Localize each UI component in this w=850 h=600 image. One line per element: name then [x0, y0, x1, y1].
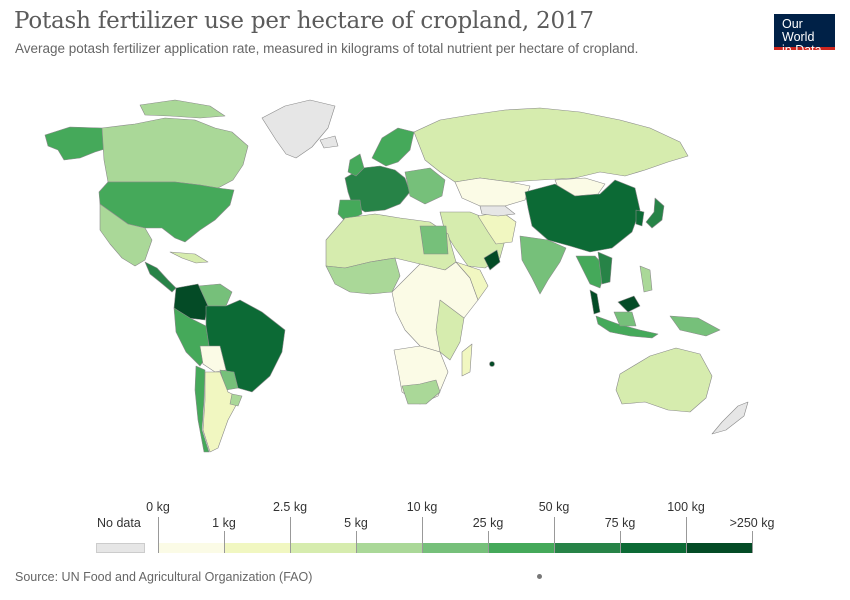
legend-swatch-8[interactable] — [620, 543, 686, 553]
legend-swatch-9[interactable] — [686, 543, 752, 553]
region-kazakhstan[interactable] — [454, 177, 531, 207]
region-philippines[interactable] — [639, 265, 653, 293]
region-scandinavia[interactable] — [371, 127, 415, 167]
region-madagascar[interactable] — [461, 343, 473, 377]
legend-label-7: 50 kg — [538, 500, 570, 514]
region-horn-africa[interactable] — [455, 261, 489, 301]
region-japan[interactable] — [645, 197, 665, 229]
legend-no-data-label: No data — [97, 516, 141, 530]
legend-tick — [290, 517, 291, 553]
logo-line-2: in Data — [782, 43, 822, 57]
legend-swatch-4[interactable] — [356, 543, 422, 553]
legend-label-8: 75 kg — [604, 516, 636, 530]
legend-swatch-5[interactable] — [422, 543, 488, 553]
legend-tick — [686, 517, 687, 553]
region-canada[interactable] — [101, 117, 249, 189]
region-egypt[interactable] — [419, 225, 449, 255]
region-central-africa[interactable] — [391, 261, 479, 353]
region-malaysia-peninsula[interactable] — [589, 289, 601, 315]
legend-label-3: 2.5 kg — [272, 500, 308, 514]
region-se-asia[interactable] — [575, 255, 607, 289]
legend-swatch-3[interactable] — [290, 543, 356, 553]
region-greenland[interactable] — [261, 99, 336, 159]
region-australia[interactable] — [615, 347, 713, 413]
legend-swatch-1[interactable] — [158, 543, 224, 553]
region-uk[interactable] — [347, 153, 365, 177]
region-caribbean[interactable] — [169, 251, 209, 264]
region-mauritius[interactable] — [489, 361, 495, 367]
logo-line-1: Our World — [782, 17, 815, 44]
region-central-america[interactable] — [144, 261, 177, 293]
legend-tick — [356, 531, 357, 553]
region-malaysia-borneo[interactable] — [617, 295, 641, 313]
region-russia[interactable] — [413, 107, 689, 183]
region-east-africa[interactable] — [435, 299, 465, 361]
region-south-africa[interactable] — [401, 379, 441, 405]
legend-swatch-6[interactable] — [488, 543, 554, 553]
legend-swatch-7[interactable] — [554, 543, 620, 553]
region-argentina[interactable] — [202, 371, 241, 453]
legend-tick — [620, 531, 621, 553]
region-mexico[interactable] — [99, 203, 153, 267]
chart-title: Potash fertilizer use per hectare of cro… — [14, 8, 594, 34]
region-chile[interactable] — [194, 365, 210, 453]
legend-label-5: 10 kg — [406, 500, 438, 514]
region-korea[interactable] — [635, 209, 645, 227]
legend-label-10: >250 kg — [729, 516, 775, 530]
region-iceland[interactable] — [319, 135, 339, 149]
region-new-zealand[interactable] — [711, 401, 749, 435]
legend-tick — [752, 531, 753, 553]
legend-tick — [554, 517, 555, 553]
region-eastern-europe[interactable] — [404, 167, 446, 205]
legend-label-9: 100 kg — [667, 500, 705, 514]
region-oman[interactable] — [483, 249, 501, 271]
region-vietnam[interactable] — [597, 251, 613, 285]
legend-no-data-swatch[interactable] — [96, 543, 145, 553]
region-central-asia[interactable] — [479, 205, 516, 217]
owid-logo[interactable]: Our World in Data — [774, 14, 835, 57]
legend-tick — [488, 531, 489, 553]
region-west-africa[interactable] — [325, 257, 401, 295]
region-uruguay[interactable] — [229, 393, 243, 407]
region-canada-islands[interactable] — [139, 99, 226, 119]
legend-label-1: 0 kg — [146, 500, 170, 514]
legend-tick — [158, 517, 159, 553]
legend-label-6: 25 kg — [472, 516, 504, 530]
chart-subtitle: Average potash fertilizer application ra… — [15, 41, 639, 56]
legend-label-4: 5 kg — [344, 516, 368, 530]
region-china[interactable] — [524, 179, 641, 253]
timeline-handle[interactable] — [537, 574, 542, 579]
region-alaska[interactable] — [44, 126, 109, 161]
legend-label-2: 1 kg — [212, 516, 236, 530]
source-note[interactable]: Source: UN Food and Agricultural Organiz… — [15, 570, 313, 584]
region-borneo[interactable] — [613, 311, 637, 327]
region-india[interactable] — [519, 235, 567, 295]
region-papua[interactable] — [669, 315, 721, 337]
legend-tick — [224, 531, 225, 553]
legend-tick — [422, 517, 423, 553]
legend-swatch-2[interactable] — [224, 543, 290, 553]
